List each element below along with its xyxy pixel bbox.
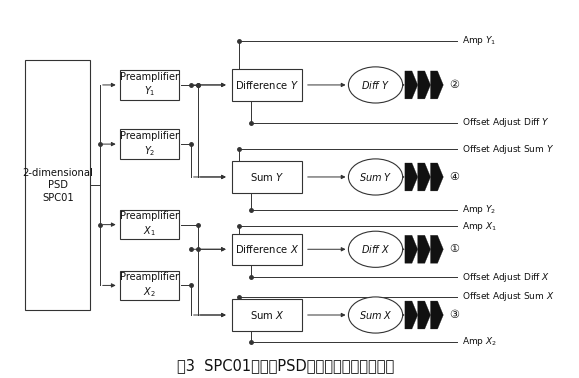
Polygon shape [431, 235, 444, 263]
Ellipse shape [349, 159, 402, 195]
Text: Difference $X$: Difference $X$ [234, 243, 299, 255]
Polygon shape [431, 71, 444, 99]
Polygon shape [405, 71, 417, 99]
Text: Amp $Y_2$: Amp $Y_2$ [462, 203, 496, 216]
Bar [25, 60, 90, 310]
Text: ②: ② [449, 80, 459, 90]
Polygon shape [405, 235, 417, 263]
Text: Amp $Y_1$: Amp $Y_1$ [462, 34, 496, 47]
Text: ①: ① [449, 244, 459, 254]
Text: ③: ③ [449, 310, 459, 320]
Bar [120, 210, 179, 239]
Ellipse shape [349, 67, 402, 103]
Text: Sum $X$: Sum $X$ [358, 309, 393, 321]
Text: Sum $Y$: Sum $Y$ [359, 171, 393, 183]
Bar [120, 271, 179, 300]
Text: Offset Adjust Sum $X$: Offset Adjust Sum $X$ [462, 290, 555, 304]
Polygon shape [417, 71, 431, 99]
Text: Offset Adjust Sum $Y$: Offset Adjust Sum $Y$ [462, 143, 554, 155]
Text: Amp $X_2$: Amp $X_2$ [462, 335, 497, 349]
Text: Offset Adjust Diff $X$: Offset Adjust Diff $X$ [462, 271, 550, 284]
Text: Preamplifier
$X_1$: Preamplifier $X_1$ [120, 211, 179, 238]
Text: Preamplifier
$Y_1$: Preamplifier $Y_1$ [120, 71, 179, 98]
Polygon shape [417, 301, 431, 329]
Text: Difference $Y$: Difference $Y$ [235, 79, 299, 91]
Text: Diff $Y$: Diff $Y$ [361, 79, 390, 91]
Text: Preamplifier
$X_2$: Preamplifier $X_2$ [120, 272, 179, 299]
Text: ④: ④ [449, 172, 459, 182]
Polygon shape [431, 163, 444, 191]
Text: 图3  SPC01型二维PSD测量位置检测电路框图: 图3 SPC01型二维PSD测量位置检测电路框图 [177, 358, 394, 373]
Bar [232, 299, 302, 331]
Bar [232, 161, 302, 192]
Text: Preamplifier
$Y_2$: Preamplifier $Y_2$ [120, 131, 179, 158]
Bar [120, 70, 179, 100]
Text: 2-dimensional
PSD
SPC01: 2-dimensional PSD SPC01 [23, 168, 93, 203]
Polygon shape [417, 163, 431, 191]
Ellipse shape [349, 297, 402, 333]
Bar [232, 69, 302, 101]
Text: Sum $Y$: Sum $Y$ [250, 171, 284, 183]
Text: Sum $X$: Sum $X$ [250, 309, 284, 321]
Bar [232, 234, 302, 265]
Polygon shape [405, 301, 417, 329]
Bar [120, 129, 179, 159]
Polygon shape [405, 163, 417, 191]
Text: Diff $X$: Diff $X$ [361, 243, 390, 255]
Text: Offset Adjust Diff $Y$: Offset Adjust Diff $Y$ [462, 116, 550, 129]
Text: Amp $X_1$: Amp $X_1$ [462, 220, 497, 233]
Polygon shape [431, 301, 444, 329]
Polygon shape [417, 235, 431, 263]
Ellipse shape [349, 231, 402, 267]
